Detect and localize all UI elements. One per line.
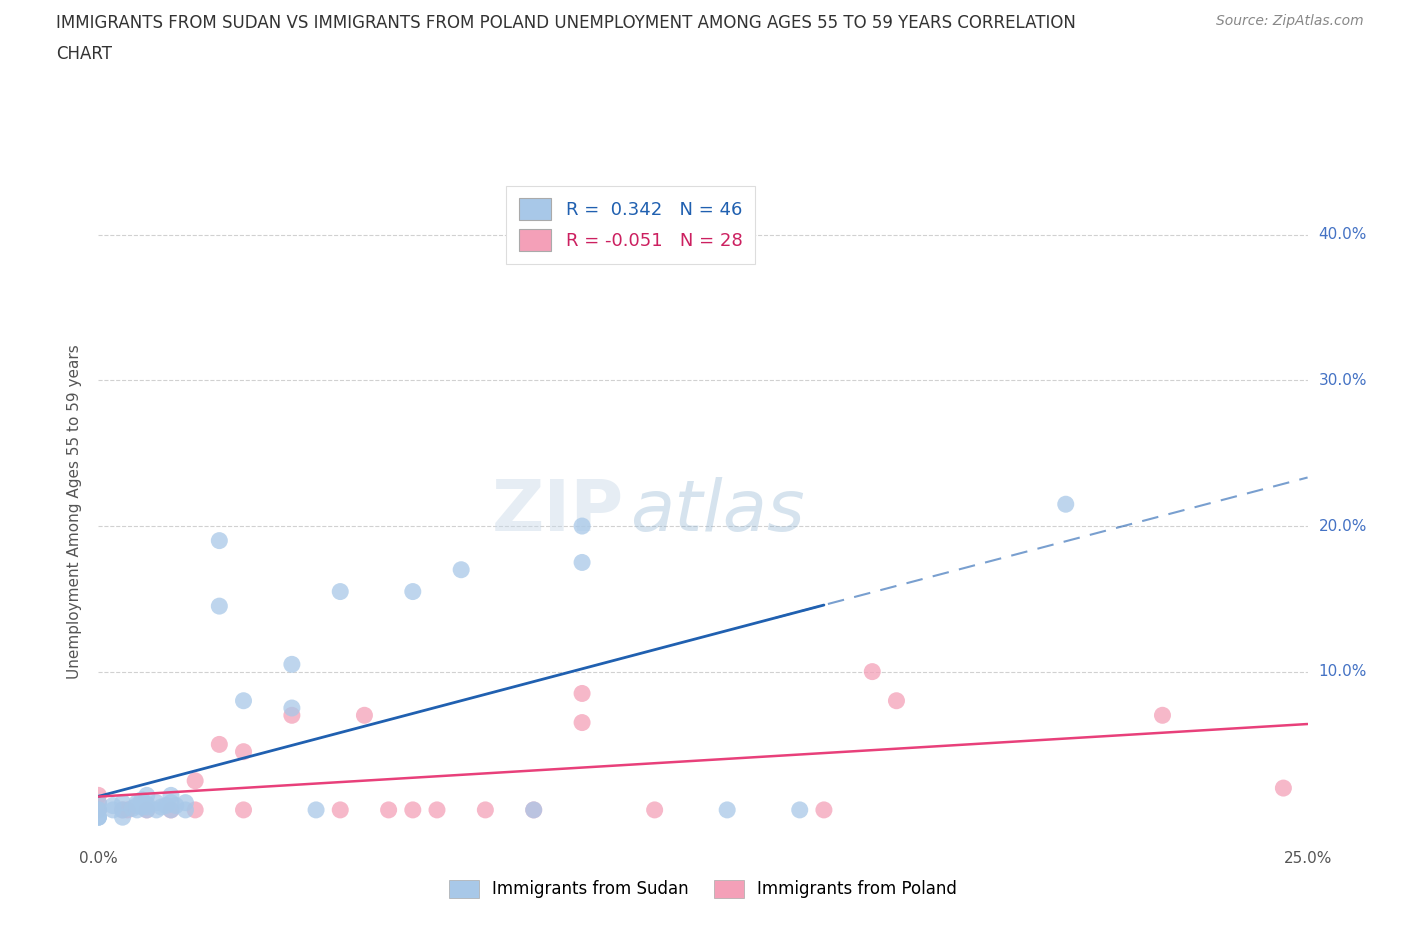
Point: [127, 803, 149, 817]
Point: [135, 788, 157, 803]
Point: [111, 803, 134, 817]
Y-axis label: Unemployment Among Ages 55 to 59 years: Unemployment Among Ages 55 to 59 years: [67, 344, 83, 679]
Point: [353, 708, 375, 723]
Point: [813, 803, 835, 817]
Point: [135, 803, 157, 817]
Point: [87, 803, 110, 817]
Point: [111, 810, 134, 825]
Point: [87, 788, 110, 803]
Point: [644, 803, 666, 817]
Text: IMMIGRANTS FROM SUDAN VS IMMIGRANTS FROM POLAND UNEMPLOYMENT AMONG AGES 55 TO 59: IMMIGRANTS FROM SUDAN VS IMMIGRANTS FROM…: [56, 14, 1076, 32]
Point: [121, 801, 143, 816]
Point: [174, 803, 197, 817]
Point: [160, 803, 183, 817]
Point: [165, 798, 187, 813]
Point: [232, 744, 254, 759]
Point: [571, 686, 593, 701]
Point: [145, 795, 167, 810]
Point: [329, 803, 352, 817]
Point: [150, 800, 173, 815]
Point: [571, 519, 593, 534]
Point: [523, 803, 546, 817]
Point: [208, 533, 231, 548]
Point: [1272, 780, 1295, 795]
Legend: Immigrants from Sudan, Immigrants from Poland: Immigrants from Sudan, Immigrants from P…: [443, 873, 963, 905]
Point: [117, 803, 139, 817]
Point: [131, 792, 153, 807]
Point: [426, 803, 449, 817]
Point: [184, 803, 207, 817]
Point: [886, 693, 908, 708]
Point: [87, 810, 110, 825]
Point: [232, 803, 254, 817]
Point: [87, 803, 110, 817]
Point: [402, 803, 425, 817]
Point: [716, 803, 738, 817]
Point: [155, 798, 177, 813]
Point: [329, 584, 352, 599]
Text: 10.0%: 10.0%: [1319, 664, 1367, 679]
Point: [184, 774, 207, 789]
Text: CHART: CHART: [56, 45, 112, 62]
Point: [523, 803, 546, 817]
Point: [402, 584, 425, 599]
Point: [87, 795, 110, 810]
Point: [571, 555, 593, 570]
Point: [174, 795, 197, 810]
Text: 30.0%: 30.0%: [1319, 373, 1367, 388]
Point: [111, 803, 134, 817]
Point: [281, 657, 304, 671]
Point: [305, 803, 328, 817]
Point: [208, 599, 231, 614]
Point: [127, 795, 149, 810]
Text: Source: ZipAtlas.com: Source: ZipAtlas.com: [1216, 14, 1364, 28]
Point: [1054, 497, 1077, 512]
Point: [131, 800, 153, 815]
Point: [101, 798, 124, 813]
Point: [232, 693, 254, 708]
Point: [281, 708, 304, 723]
Point: [789, 803, 811, 817]
Point: [87, 803, 110, 817]
Point: [145, 803, 167, 817]
Point: [160, 795, 183, 810]
Text: atlas: atlas: [630, 477, 806, 546]
Point: [1152, 708, 1174, 723]
Point: [571, 715, 593, 730]
Point: [87, 795, 110, 810]
Point: [127, 798, 149, 813]
Point: [87, 810, 110, 825]
Point: [450, 563, 472, 578]
Text: 40.0%: 40.0%: [1319, 228, 1367, 243]
Point: [860, 664, 883, 679]
Point: [101, 803, 124, 817]
Point: [160, 803, 183, 817]
Point: [208, 737, 231, 751]
Point: [474, 803, 496, 817]
Point: [135, 797, 157, 812]
Point: [160, 788, 183, 803]
Text: 20.0%: 20.0%: [1319, 519, 1367, 534]
Point: [281, 700, 304, 715]
Point: [87, 810, 110, 825]
Point: [135, 803, 157, 817]
Point: [377, 803, 399, 817]
Point: [111, 795, 134, 810]
Text: ZIP: ZIP: [492, 477, 624, 546]
Point: [135, 800, 157, 815]
